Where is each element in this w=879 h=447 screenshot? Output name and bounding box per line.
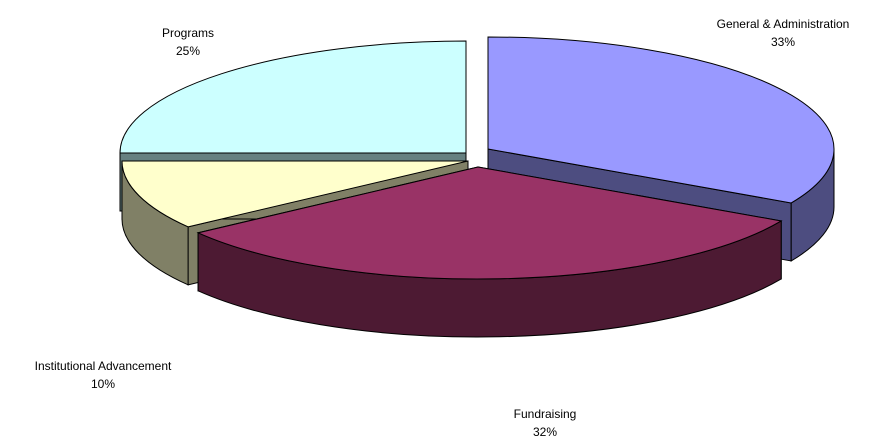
slice-value-programs: 25% — [175, 44, 201, 58]
slice-label-general-administration: General & Administration — [716, 17, 850, 31]
label-institutional-advancement: Institutional Advancement 10% — [10, 357, 196, 393]
slice-programs — [119, 40, 467, 154]
slice-institutional-advancement — [121, 160, 469, 228]
slice-fundraising — [196, 166, 783, 280]
label-programs: Programs 25% — [140, 24, 236, 60]
slice-label-programs: Programs — [161, 26, 214, 40]
label-fundraising: Fundraising 32% — [500, 405, 590, 441]
slice-value-institutional-advancement: 10% — [90, 377, 116, 391]
slice-value-fundraising: 32% — [532, 425, 558, 439]
slice-label-fundraising: Fundraising — [513, 407, 577, 421]
pie-tops — [119, 36, 835, 280]
slice-value-general-administration: 33% — [770, 35, 796, 49]
label-general-administration: General & Administration 33% — [700, 15, 866, 51]
slice-general-administration — [487, 36, 835, 204]
slice-label-institutional-advancement: Institutional Advancement — [34, 359, 172, 373]
